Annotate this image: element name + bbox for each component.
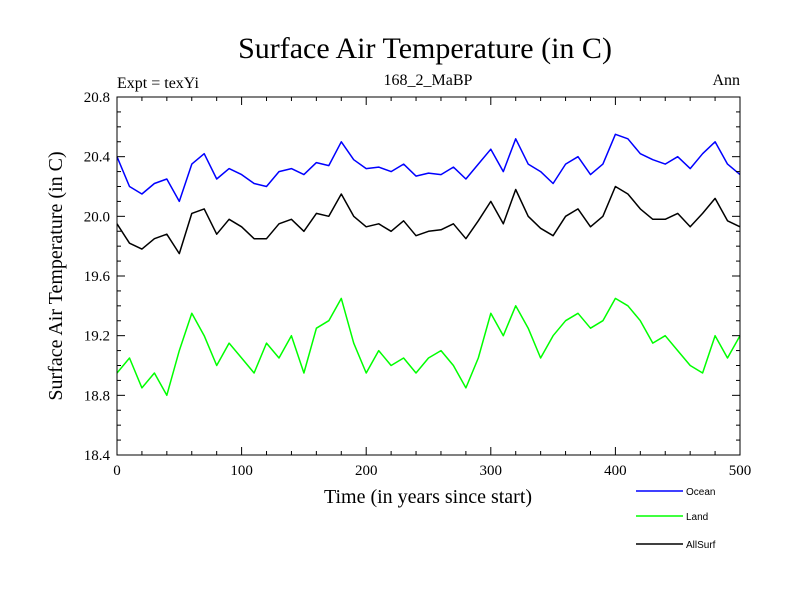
x-tick-label: 400: [604, 463, 627, 479]
experiment-label: Expt = texYi: [117, 75, 199, 92]
series-line-land: [116, 297, 741, 397]
legend-label-allsurf: AllSurf: [686, 540, 716, 551]
x-axis-label: Time (in years since start): [324, 486, 532, 508]
y-tick-label: 20.0: [84, 209, 110, 225]
legend: Ocean Land AllSurf: [636, 487, 716, 551]
season-label: Ann: [712, 72, 740, 89]
series-layer: [116, 133, 741, 397]
y-tick-label: 20.8: [84, 90, 110, 106]
chart-title: Surface Air Temperature (in C): [238, 32, 612, 65]
period-label: 168_2_MaBP: [384, 72, 473, 89]
y-tick-label: 20.4: [84, 150, 111, 166]
plot-frame: [116, 96, 741, 456]
y-tick-label: 18.8: [84, 388, 110, 404]
x-tick-label: 100: [230, 463, 253, 479]
y-axis: 18.4 18.8 19.2 19.6 20.0 20.4 20.8: [84, 90, 740, 464]
y-axis-label: Surface Air Temperature (in C): [45, 151, 67, 400]
x-tick-label: 300: [480, 463, 503, 479]
series-line-ocean: [116, 133, 741, 203]
legend-label-land: Land: [686, 512, 708, 523]
legend-label-ocean: Ocean: [686, 487, 715, 498]
series-line-allsurf: [116, 185, 741, 255]
y-tick-label: 19.2: [84, 329, 110, 345]
x-tick-label: 0: [113, 463, 121, 479]
y-tick-label: 18.4: [84, 448, 111, 464]
x-tick-label: 200: [355, 463, 378, 479]
x-tick-label: 500: [729, 463, 752, 479]
y-tick-label: 19.6: [84, 269, 111, 285]
x-axis: 0 100 200 300 400 500: [113, 97, 751, 479]
